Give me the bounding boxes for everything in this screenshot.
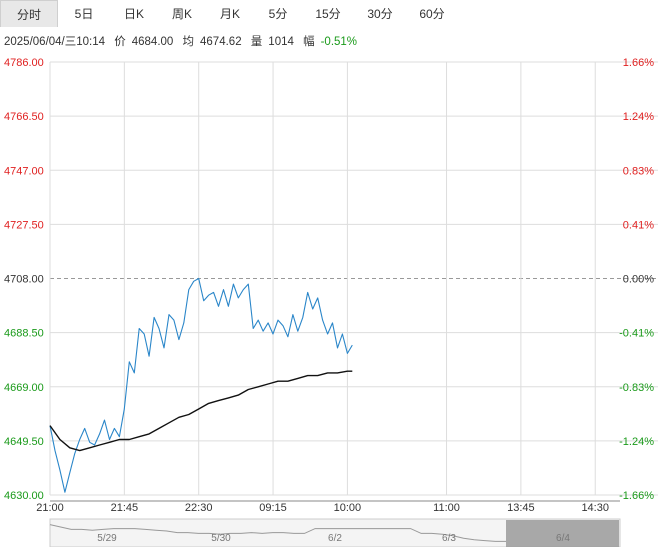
price-tick-label: 4708.00 [4,274,44,286]
percent-tick-label: -1.24% [619,436,654,448]
volume-label: 量 [250,36,263,48]
percent-tick-label: 1.66% [623,57,654,69]
tab-5min[interactable]: 5分 [268,7,288,21]
time-tick-label: 10:00 [334,502,362,514]
percent-tick-label: 0.41% [623,219,654,231]
chart-period-tabs: 分时 5日 日K 周K 月K 5分 15分 30分 60分 [0,0,658,27]
change-label: 幅 [303,36,315,48]
tab-60min[interactable]: 60分 [419,7,445,21]
price-tick-label: 4630.00 [4,490,44,502]
price-tick-label: 4747.00 [4,165,44,177]
navigator-date-label: 5/29 [97,533,117,544]
percent-tick-label: 0.83% [623,165,654,177]
time-tick-label: 22:30 [185,502,213,514]
quote-datetime: 2025/06/04/三10:14 [4,36,106,48]
price-tick-label: 4786.00 [4,57,44,69]
price-axis: 4786.00 4766.50 4747.00 4727.50 4708.00 4688.… [4,57,44,502]
tab-weekly-k[interactable]: 周K [171,7,192,21]
avg-label: 均 [182,36,195,48]
quote-info-bar: 2025/06/04/三10:14 价 4684.00 均 4674.62 量 101… [4,33,363,49]
price-tick-label: 4669.00 [4,382,44,394]
time-tick-label: 21:45 [111,502,139,514]
chart-grid [49,61,658,496]
time-axis: 21:00 21:45 22:30 09:15 10:00 11:00 13:45 14:30 [36,500,620,514]
navigator-date-label: 6/4 [556,533,570,544]
price-tick-label: 4649.50 [4,436,44,448]
navigator-date-label: 5/30 [211,533,231,544]
navigator-line [49,524,506,542]
percent-axis: 1.66% 1.24% 0.83% 0.41% 0.00% -0.41% -0.83% -1.… [619,57,654,502]
navigator-selection [506,520,619,547]
percent-tick-label: -0.83% [619,382,654,394]
navigator-date-label: 6/2 [328,533,342,544]
tab-fenshi[interactable]: 分时 [0,0,58,27]
percent-tick-label: 1.24% [623,111,654,123]
time-tick-label: 11:00 [433,502,460,514]
tab-monthly-k[interactable]: 月K [219,7,240,21]
price-tick-label: 4766.50 [4,111,44,123]
percent-tick-label: 0.00% [623,274,654,286]
price-line [49,277,353,493]
volume-value: 1014 [268,36,294,48]
change-value: -0.51% [320,36,358,48]
tab-30min[interactable]: 30分 [367,7,393,21]
tab-15min[interactable]: 15分 [315,7,341,21]
chart-series [49,277,353,493]
time-tick-label: 21:00 [36,502,64,514]
avg-value: 4674.62 [200,36,242,48]
price-tick-label: 4727.50 [4,219,44,231]
percent-tick-label: -1.66% [619,490,654,502]
navigator-date-label: 6/3 [442,533,456,544]
time-tick-label: 13:45 [507,502,535,514]
average-price-line [49,370,353,452]
time-tick-label: 09:15 [259,502,287,514]
range-navigator: 5/29 5/30 6/2 6/3 6/4 [49,518,621,547]
percent-tick-label: -0.41% [619,328,654,340]
price-value: 4684.00 [131,36,174,48]
tab-daily-k[interactable]: 日K [123,7,144,21]
price-tick-label: 4688.50 [4,328,44,340]
price-label: 价 [114,36,126,48]
tab-5day[interactable]: 5日 [74,7,94,21]
time-tick-label: 14:30 [581,502,609,514]
